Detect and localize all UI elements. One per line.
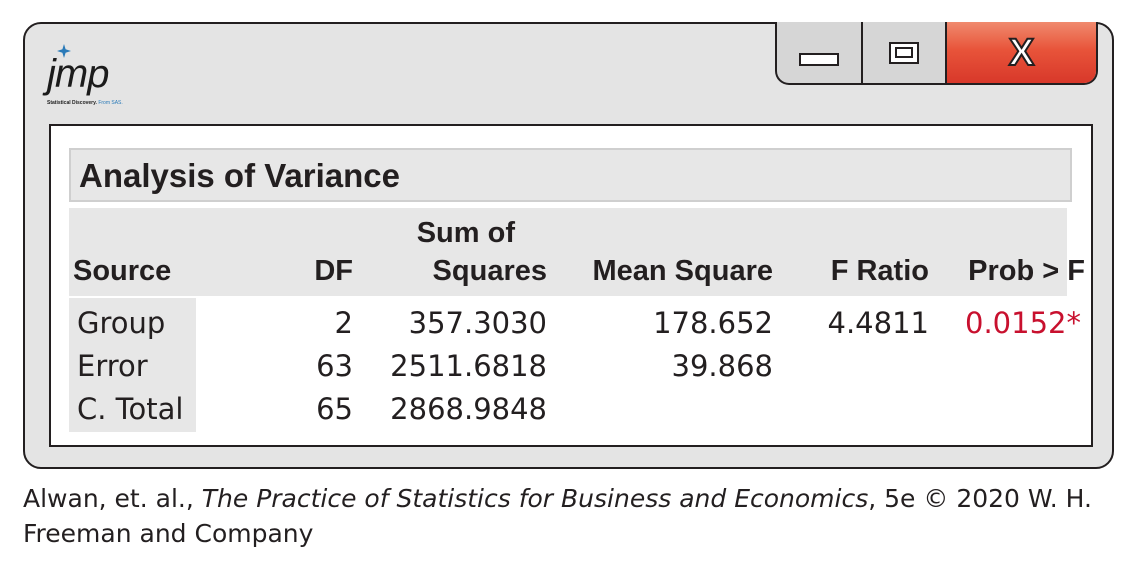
table-header (69, 208, 1067, 296)
col-f-ratio: F Ratio (830, 255, 929, 287)
col-prob-f: Prob > F (968, 255, 1085, 287)
row-source: Error (77, 349, 148, 383)
row-source: C. Total (77, 392, 184, 426)
row-ms: 39.868 (671, 349, 773, 383)
col-df: DF (314, 255, 353, 287)
row-ss: 357.3030 (408, 306, 547, 340)
minimize-icon (799, 53, 839, 66)
minimize-button[interactable] (777, 22, 863, 83)
row-p-value: 0.0152* (965, 306, 1081, 340)
col-ms: Mean Square (592, 255, 774, 287)
row-ss: 2868.9848 (390, 392, 547, 426)
maximize-button[interactable] (863, 22, 947, 83)
window-controls: X (775, 22, 1098, 85)
logo-wordmark: jmp (47, 52, 109, 96)
logo-tagline: Statistical Discovery. From SAS. (47, 100, 123, 106)
row-df: 63 (316, 349, 353, 383)
col-ss: Squares (432, 255, 547, 287)
anova-report: Analysis of Variance Source DF Sum of Sq… (49, 124, 1093, 447)
source-credit: Alwan, et. al., The Practice of Statisti… (23, 484, 1092, 548)
jmp-logo: jmp Statistical Discovery. From SAS. (47, 44, 167, 120)
col-ss-top: Sum of (416, 217, 515, 249)
row-f: 4.4811 (827, 306, 929, 340)
row-ms: 178.652 (653, 306, 773, 340)
jmp-window: jmp Statistical Discovery. From SAS. X A… (23, 22, 1114, 469)
close-icon: X (1008, 31, 1035, 74)
maximize-icon (889, 41, 919, 64)
report-title[interactable]: Analysis of Variance (69, 148, 1072, 202)
row-label-column (69, 298, 196, 432)
row-df: 65 (316, 392, 353, 426)
col-source: Source (73, 255, 172, 287)
book-title: The Practice of Statistics for Business … (201, 484, 869, 513)
row-source: Group (77, 306, 166, 340)
close-button[interactable]: X (947, 22, 1096, 83)
row-ss: 2511.6818 (390, 349, 547, 383)
row-df: 2 (334, 306, 353, 340)
star-icon (57, 44, 71, 58)
